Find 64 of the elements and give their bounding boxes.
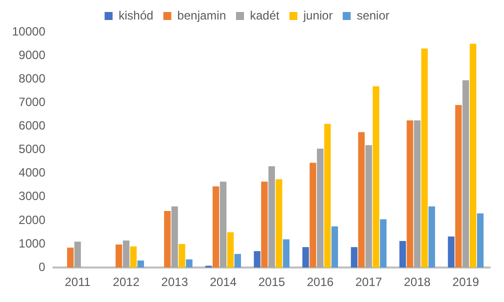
legend-label: kadét [250, 8, 280, 22]
bar [234, 254, 241, 268]
bar [316, 148, 324, 268]
bar [358, 132, 365, 268]
y-tick-label: 10000 [12, 24, 46, 38]
legend-label: senior [356, 8, 390, 22]
bar [261, 182, 268, 268]
bar [331, 226, 338, 268]
bar [67, 248, 74, 268]
bar [380, 219, 387, 268]
bar [282, 239, 290, 268]
bar [220, 182, 226, 268]
y-tick-label: 0 [38, 260, 46, 274]
y-tick-label: 3000 [18, 189, 46, 204]
legend-label: junior [302, 8, 333, 22]
bar [254, 251, 260, 268]
legend-label: kishód [118, 8, 154, 22]
legend-label: benjamin [177, 8, 226, 22]
bar [477, 213, 484, 268]
y-tick-label: 9000 [18, 48, 46, 62]
bar [302, 247, 309, 268]
y-tick-label: 7000 [18, 94, 46, 109]
bar [428, 206, 436, 268]
y-tick-label: 8000 [18, 71, 46, 86]
y-tick-label: 4000 [18, 166, 46, 180]
y-tick-label: 5000 [18, 142, 46, 156]
x-tick-label: 2011 [64, 275, 91, 290]
bar [116, 244, 122, 268]
x-tick-label: 2019 [452, 275, 480, 290]
x-tick-label: 2018 [404, 275, 431, 290]
x-tick-label: 2014 [210, 275, 237, 290]
bar [227, 232, 234, 268]
bar [178, 244, 186, 268]
bar [406, 120, 414, 268]
bar [212, 186, 220, 268]
bar [372, 86, 380, 268]
bar [268, 166, 275, 268]
bar [324, 124, 331, 268]
bar [171, 206, 178, 268]
bar [310, 162, 316, 268]
bar [350, 247, 358, 268]
bar [365, 145, 372, 268]
x-tick-label: 2016 [306, 275, 334, 290]
bar [462, 80, 470, 268]
bar [122, 240, 130, 268]
bar [164, 211, 171, 268]
bar [399, 240, 406, 268]
x-tick-label: 2013 [161, 275, 188, 290]
bar [186, 259, 192, 268]
y-tick-label: 2000 [18, 212, 46, 227]
x-tick-label: 2017 [355, 275, 382, 290]
x-tick-label: 2015 [258, 275, 286, 290]
bar [137, 260, 144, 268]
x-tick-label: 2012 [112, 275, 140, 290]
bar [74, 242, 81, 268]
bar [455, 105, 462, 268]
y-tick-label: 1000 [18, 236, 46, 250]
bar [421, 48, 428, 268]
y-tick-label: 6000 [18, 118, 46, 133]
bar [276, 179, 282, 268]
bar [130, 246, 137, 268]
bar [414, 120, 421, 268]
bar [448, 236, 454, 268]
bar [470, 44, 476, 268]
